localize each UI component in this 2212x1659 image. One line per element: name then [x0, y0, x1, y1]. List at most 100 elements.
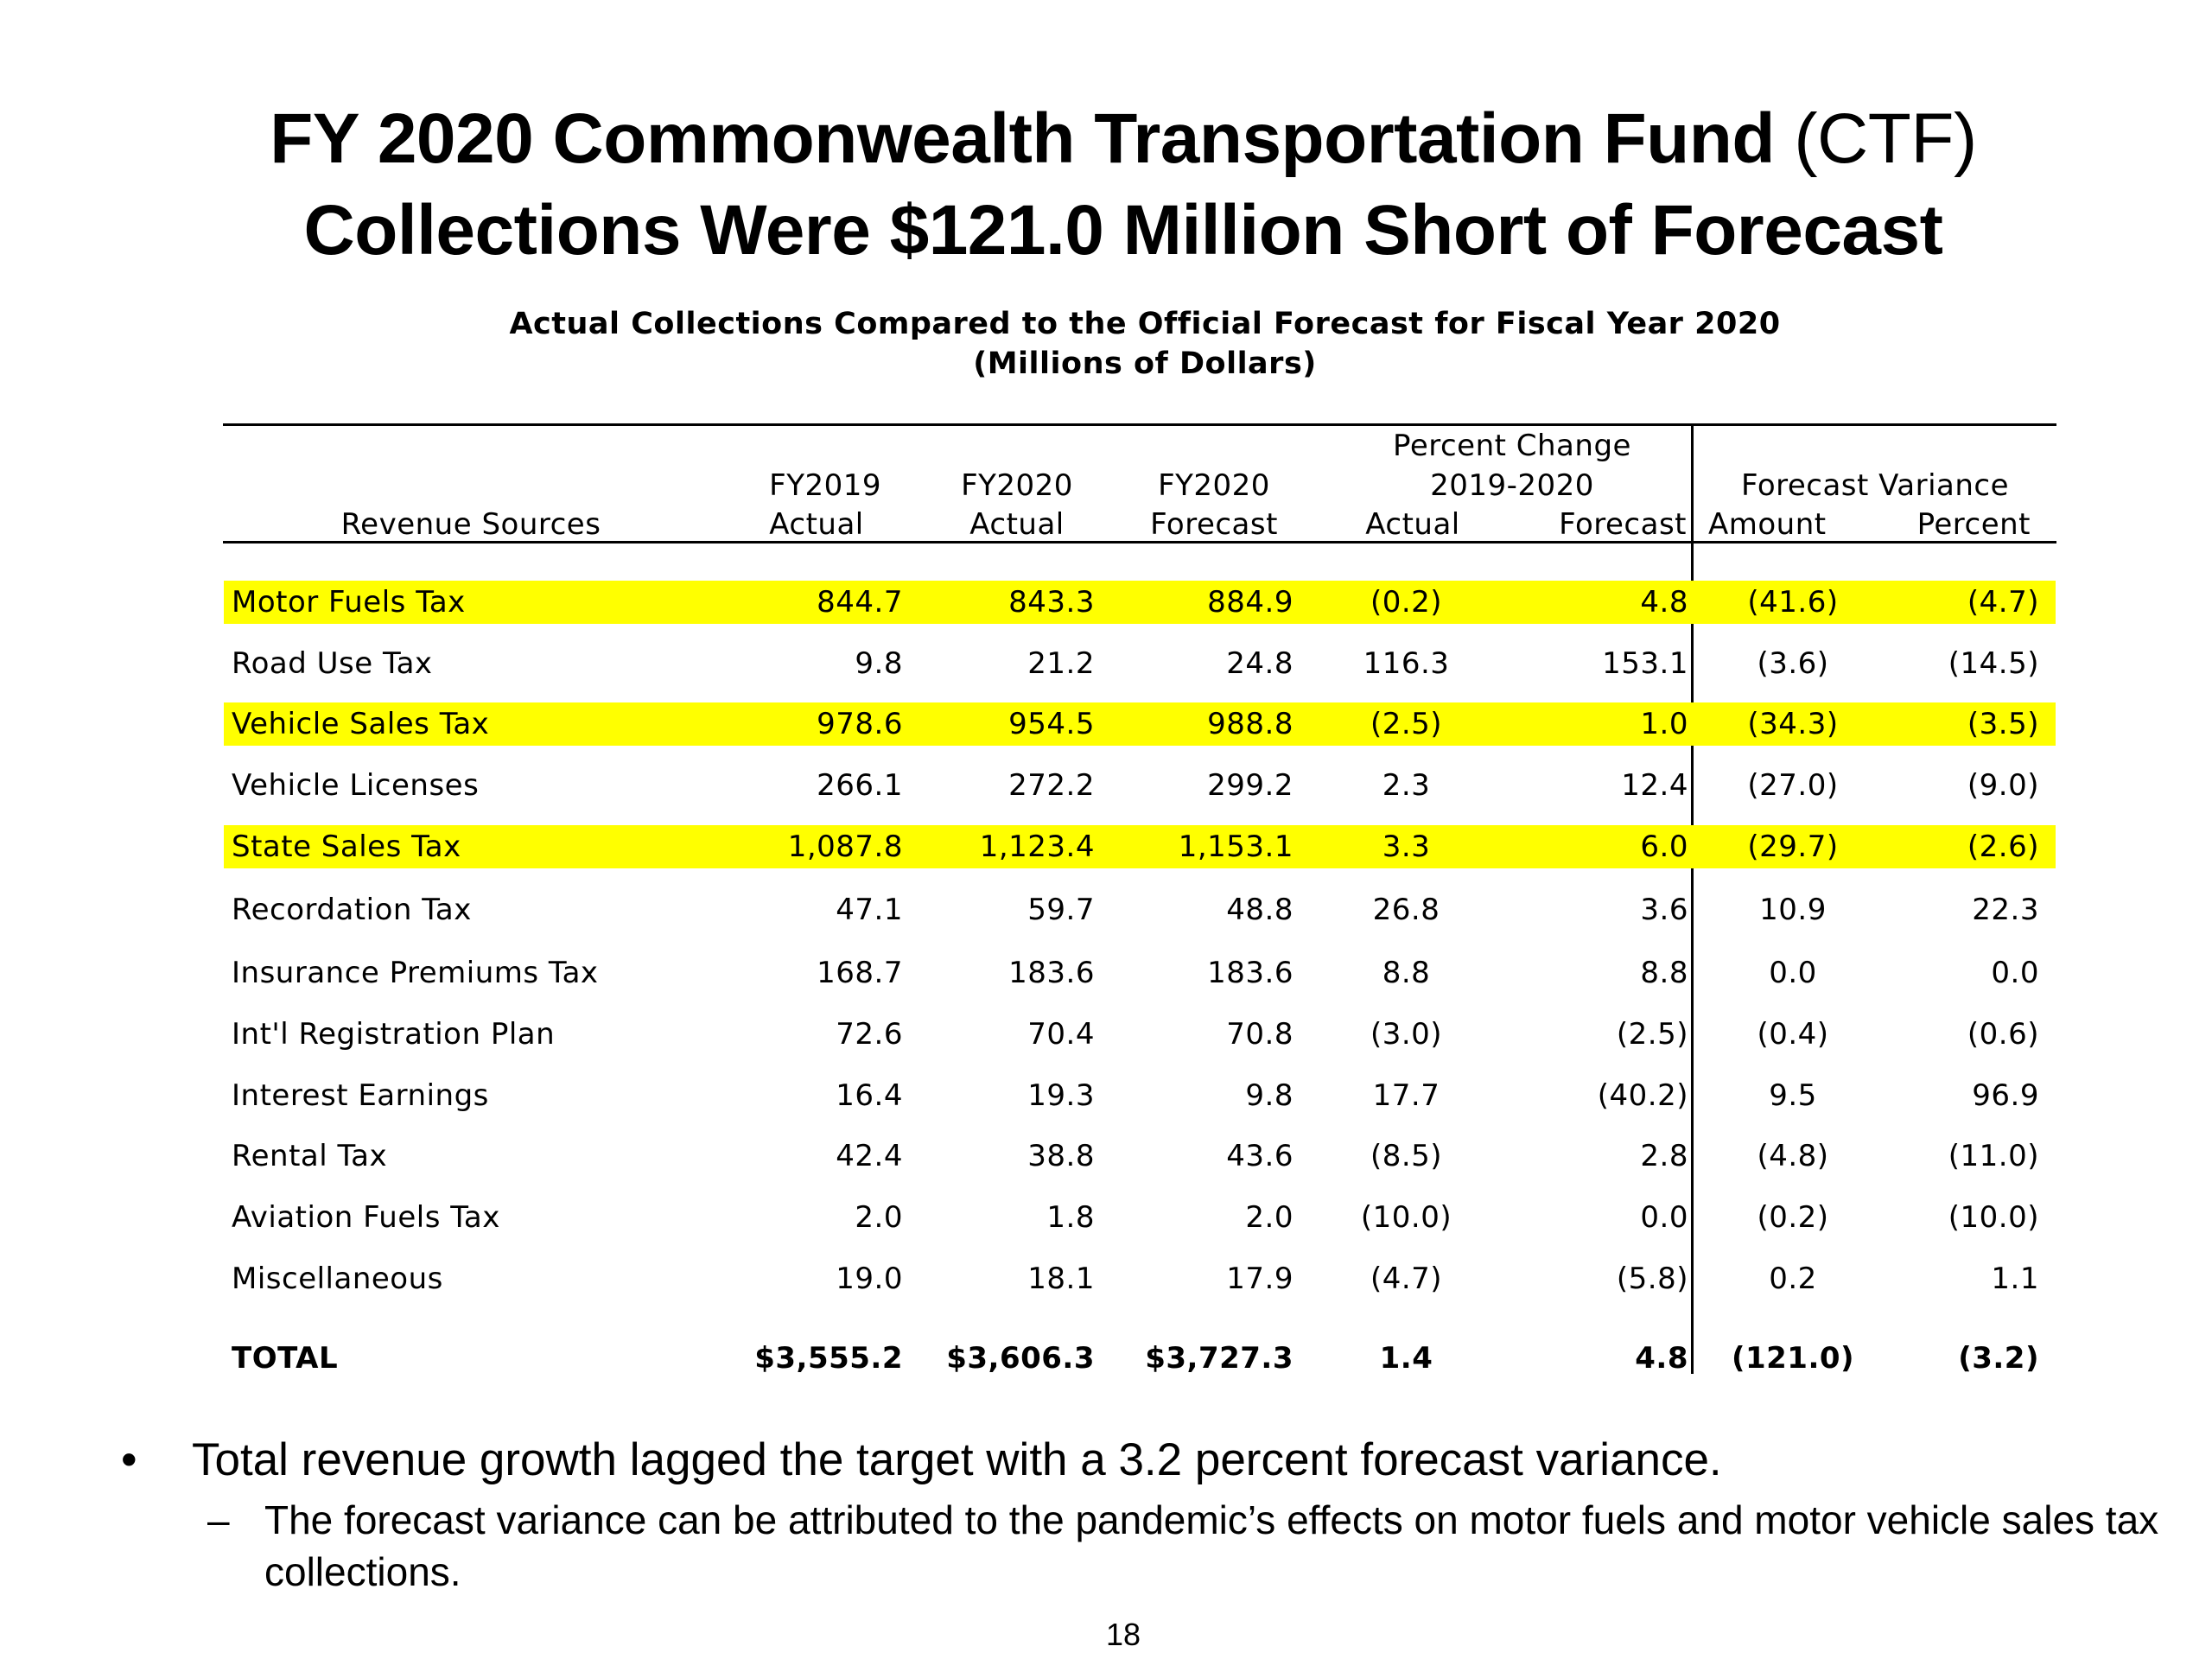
slide-title-bold: FY 2020 Commonwealth Transportation Fund: [270, 99, 1775, 178]
variance-percent-value: (11.0): [1948, 1139, 2039, 1173]
fy2020-forecast-value: 48.8: [1226, 893, 1294, 927]
row-highlight: [224, 702, 2056, 746]
pct-change-forecast-value: 2.8: [1640, 1139, 1688, 1173]
revenue-source-name: Motor Fuels Tax: [232, 585, 466, 620]
variance-amount-value: 0.0: [1769, 956, 1817, 990]
header-pct-actual: Actual: [1365, 507, 1460, 542]
revenue-source-name: Int'l Registration Plan: [232, 1017, 556, 1052]
pct-change-forecast-value: 8.8: [1640, 956, 1688, 990]
pct-change-actual-value: 8.8: [1382, 956, 1431, 990]
slide-title-line-2: Collections Were $121.0 Million Short of…: [303, 191, 1943, 270]
total-pct-change-forecast-value: 4.8: [1635, 1341, 1688, 1376]
variance-percent-value: (14.5): [1948, 646, 2039, 681]
row-highlight: [224, 825, 2056, 868]
variance-amount-value: (27.0): [1747, 768, 1839, 803]
header-fy2020a-year: FY2020: [961, 468, 1073, 503]
fy2020-forecast-value: 2.0: [1245, 1200, 1294, 1235]
pct-change-actual-value: (0.2): [1370, 585, 1443, 620]
variance-amount-value: (29.7): [1747, 830, 1839, 864]
variance-amount-value: (0.4): [1757, 1017, 1829, 1052]
fy2020-actual-value: 19.3: [1027, 1078, 1095, 1113]
slide-title-abbrev: (CTF): [1794, 99, 1977, 178]
header-pct-forecast: Forecast: [1559, 507, 1687, 542]
revenue-source-name: Vehicle Sales Tax: [232, 707, 490, 741]
pct-change-actual-value: (4.7): [1370, 1262, 1443, 1296]
fy2020-actual-value: 1.8: [1046, 1200, 1095, 1235]
fy2020-actual-value: 1,123.4: [979, 830, 1095, 864]
fy2019-actual-value: 844.7: [817, 585, 903, 620]
total-fy2020-actual-value: $3,606.3: [946, 1341, 1095, 1376]
fy2020-forecast-value: 1,153.1: [1178, 830, 1294, 864]
pct-change-forecast-value: (40.2): [1597, 1078, 1688, 1113]
pct-change-actual-value: 2.3: [1382, 768, 1431, 803]
fy2020-actual-value: 954.5: [1008, 707, 1095, 741]
pct-change-actual-value: 116.3: [1363, 646, 1450, 681]
fy2019-actual-value: 168.7: [817, 956, 903, 990]
fy2020-forecast-value: 884.9: [1207, 585, 1294, 620]
total-pct-change-actual-value: 1.4: [1379, 1341, 1433, 1376]
pct-change-actual-value: (3.0): [1370, 1017, 1443, 1052]
variance-percent-value: 96.9: [1972, 1078, 2039, 1113]
total-revenue-source-name: TOTAL: [232, 1341, 339, 1376]
pct-change-forecast-value: 153.1: [1602, 646, 1688, 681]
header-fy2020a-actual: Actual: [969, 507, 1065, 542]
header-percent-change: Percent Change: [1393, 429, 1631, 463]
total-fy2020-forecast-value: $3,727.3: [1145, 1341, 1294, 1376]
table-title-line-1: Actual Collections Compared to the Offic…: [509, 307, 1781, 341]
sub-bullet-dash: –: [207, 1497, 230, 1542]
pct-change-forecast-value: 1.0: [1640, 707, 1688, 741]
pct-change-forecast-value: (2.5): [1616, 1017, 1688, 1052]
fy2019-actual-value: 1,087.8: [787, 830, 903, 864]
fy2020-forecast-value: 17.9: [1226, 1262, 1294, 1296]
fy2019-actual-value: 9.8: [855, 646, 903, 681]
fy2019-actual-value: 978.6: [817, 707, 903, 741]
revenue-source-name: Aviation Fuels Tax: [232, 1200, 500, 1235]
pct-change-forecast-value: 3.6: [1640, 893, 1688, 927]
variance-divider: [1691, 423, 1694, 1374]
revenue-source-name: Recordation Tax: [232, 893, 472, 927]
fy2020-actual-value: 70.4: [1027, 1017, 1095, 1052]
header-2019-2020: 2019-2020: [1430, 468, 1594, 503]
variance-percent-value: (2.6): [1967, 830, 2039, 864]
variance-percent-value: (10.0): [1948, 1200, 2039, 1235]
fy2019-actual-value: 266.1: [817, 768, 903, 803]
fy2019-actual-value: 2.0: [855, 1200, 903, 1235]
fy2020-actual-value: 272.2: [1008, 768, 1095, 803]
variance-amount-value: (3.6): [1757, 646, 1829, 681]
variance-amount-value: 10.9: [1759, 893, 1827, 927]
pct-change-actual-value: (2.5): [1370, 707, 1443, 741]
pct-change-actual-value: 26.8: [1372, 893, 1440, 927]
fy2020-actual-value: 59.7: [1027, 893, 1095, 927]
pct-change-forecast-value: (5.8): [1616, 1262, 1688, 1296]
variance-percent-value: 22.3: [1972, 893, 2039, 927]
revenue-source-name: Insurance Premiums Tax: [232, 956, 599, 990]
total-variance-percent-value: (3.2): [1958, 1341, 2039, 1376]
header-fy2020f-year: FY2020: [1158, 468, 1270, 503]
fy2020-forecast-value: 988.8: [1207, 707, 1294, 741]
variance-percent-value: (3.5): [1967, 707, 2039, 741]
header-forecast-variance: Forecast Variance: [1740, 468, 2010, 503]
header-fy2019-year: FY2019: [769, 468, 881, 503]
header-fy2020f-forecast: Forecast: [1150, 507, 1278, 542]
pct-change-forecast-value: 4.8: [1640, 585, 1688, 620]
header-variance-amount: Amount: [1708, 507, 1827, 542]
variance-amount-value: (41.6): [1747, 585, 1839, 620]
fy2019-actual-value: 47.1: [836, 893, 903, 927]
fy2020-actual-value: 18.1: [1027, 1262, 1095, 1296]
fy2020-forecast-value: 24.8: [1226, 646, 1294, 681]
slide-title-line-1: FY 2020 Commonwealth Transportation Fund…: [0, 93, 2212, 185]
fy2020-actual-value: 21.2: [1027, 646, 1095, 681]
bullet-main-text: Total revenue growth lagged the target w…: [192, 1434, 1722, 1485]
table-title-line-2: (Millions of Dollars): [973, 346, 1317, 381]
row-highlight: [224, 581, 2056, 624]
fy2019-actual-value: 72.6: [836, 1017, 903, 1052]
slide-title: FY 2020 Commonwealth Transportation Fund…: [0, 93, 2212, 276]
total-variance-amount-value: (121.0): [1731, 1341, 1855, 1376]
fy2020-actual-value: 183.6: [1008, 956, 1095, 990]
table-top-rule: [223, 423, 2056, 426]
variance-amount-value: 0.2: [1769, 1262, 1817, 1296]
variance-percent-value: (4.7): [1967, 585, 2039, 620]
header-revenue-sources: Revenue Sources: [340, 507, 601, 542]
variance-amount-value: (34.3): [1747, 707, 1839, 741]
